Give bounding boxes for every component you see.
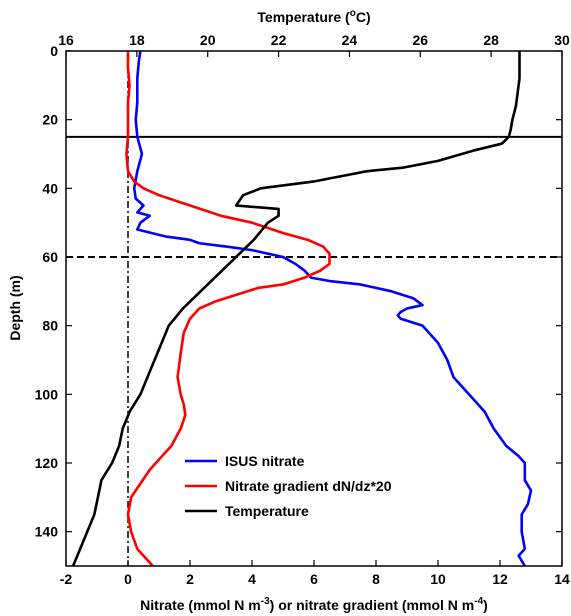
legend: ISUS nitrate Nitrate gradient dN/dz*20 T… bbox=[185, 453, 392, 519]
top-tick-label: 18 bbox=[129, 32, 145, 48]
bottom-tick-label: 2 bbox=[186, 571, 194, 587]
bottom-axis-title-sup1: -3 bbox=[261, 596, 270, 607]
bottom-tick-label: 6 bbox=[310, 571, 318, 587]
bottom-axis-title-mid: ) or nitrate gradient (mmol N m bbox=[270, 597, 475, 613]
y-tick-label: 140 bbox=[35, 524, 59, 540]
top-tick-label: 26 bbox=[412, 32, 428, 48]
legend-label-isus-nitrate: ISUS nitrate bbox=[225, 453, 305, 469]
y-axis-title: Depth (m) bbox=[7, 275, 23, 340]
series-line-temperature bbox=[71, 51, 521, 567]
bottom-tick-label: 4 bbox=[248, 571, 256, 587]
top-axis-title: Temperature (oC) bbox=[257, 8, 370, 25]
legend-label-temperature: Temperature bbox=[225, 503, 309, 519]
bottom-axis-title-sup2: -4 bbox=[474, 596, 483, 607]
bottom-tick-label: 14 bbox=[554, 571, 570, 587]
series-line-nitrate-gradient bbox=[125, 51, 331, 567]
top-tick-label: 20 bbox=[200, 32, 216, 48]
top-axis-title-post: C) bbox=[356, 9, 371, 25]
bottom-tick-label: -2 bbox=[60, 571, 73, 587]
y-tick-label: 20 bbox=[42, 112, 58, 128]
bottom-tick-label: 8 bbox=[372, 571, 380, 587]
top-axis-title-pre: Temperature ( bbox=[257, 9, 350, 25]
top-tick-label: 16 bbox=[58, 32, 74, 48]
bottom-tick-label: 0 bbox=[124, 571, 132, 587]
top-tick-label: 24 bbox=[342, 32, 358, 48]
bottom-tick-label: 12 bbox=[492, 571, 508, 587]
top-tick-label: 22 bbox=[271, 32, 287, 48]
bottom-axis-title: Nitrate (mmol N m-3) or nitrate gradient… bbox=[140, 596, 488, 613]
bottom-axis-title-pre: Nitrate (mmol N m bbox=[140, 597, 261, 613]
y-tick-label: 40 bbox=[42, 180, 58, 196]
data-series bbox=[71, 50, 533, 567]
legend-label-nitrate-gradient: Nitrate gradient dN/dz*20 bbox=[225, 478, 392, 494]
bottom-axis-title-post: ) bbox=[483, 597, 488, 613]
bottom-tick-label: 10 bbox=[430, 571, 446, 587]
y-tick-label: 80 bbox=[42, 318, 58, 334]
top-tick-label: 28 bbox=[483, 32, 499, 48]
series-line-isus-nitrate bbox=[132, 50, 533, 567]
top-tick-label: 30 bbox=[554, 32, 570, 48]
y-tick-label: 60 bbox=[42, 249, 58, 265]
y-tick-label: 120 bbox=[35, 455, 59, 471]
y-tick-label: 100 bbox=[35, 386, 59, 402]
y-tick-label: 0 bbox=[50, 43, 58, 59]
top-axis-title-sup: o bbox=[350, 8, 356, 19]
